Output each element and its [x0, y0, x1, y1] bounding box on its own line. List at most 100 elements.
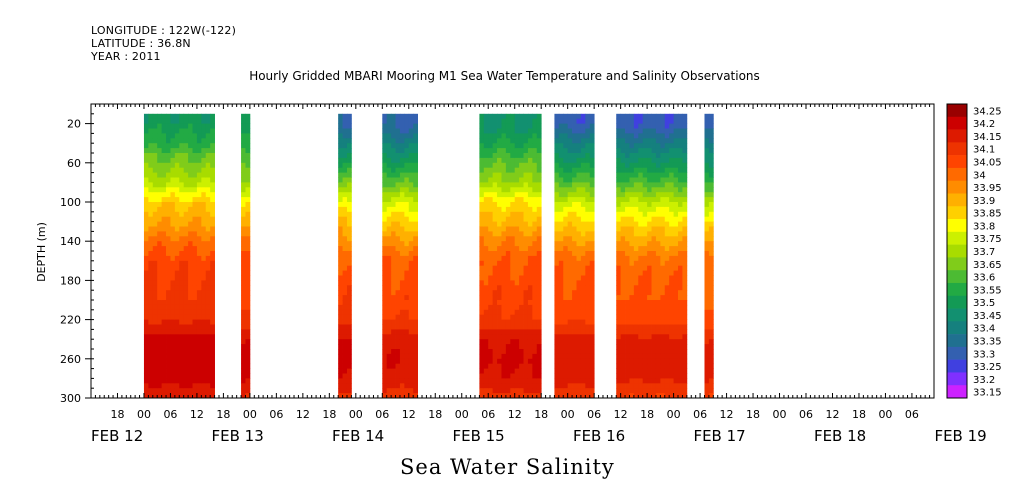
heatmap-cell: [342, 314, 348, 320]
heatmap-cell: [647, 393, 652, 399]
heatmap-cell: [536, 373, 542, 379]
heatmap-cell: [399, 329, 405, 335]
heatmap-cell: [655, 202, 661, 208]
heatmap-cell: [669, 162, 674, 169]
heatmap-cell: [479, 260, 485, 267]
heatmap-cell: [708, 363, 714, 369]
heatmap-cell: [554, 373, 560, 379]
heatmap-cell: [161, 143, 167, 149]
heatmap-cell: [629, 192, 635, 198]
heatmap-cell: [563, 202, 569, 208]
heatmap-cell: [567, 236, 573, 242]
heatmap-cell: [655, 304, 661, 311]
heatmap-cell: [669, 197, 674, 203]
heatmap-cell: [625, 133, 630, 139]
heatmap-cell: [479, 157, 485, 164]
heatmap-cell: [148, 182, 154, 188]
heatmap-cell: [532, 368, 538, 374]
heatmap-cell: [192, 344, 198, 350]
heatmap-cell: [625, 329, 630, 335]
heatmap-cell: [669, 221, 674, 227]
x-hour-label: 12: [190, 408, 204, 421]
heatmap-cell: [492, 226, 498, 232]
heatmap-cell: [563, 329, 569, 335]
heatmap-cell: [616, 300, 622, 306]
heatmap-cell: [346, 309, 352, 316]
heatmap-cell: [638, 246, 644, 252]
heatmap-cell: [174, 314, 180, 320]
heatmap-cell: [201, 358, 207, 365]
heatmap-cell: [620, 393, 626, 399]
heatmap-cell: [143, 304, 149, 311]
heatmap-cell: [192, 373, 198, 379]
heatmap-cell: [572, 202, 577, 208]
heatmap-cell: [638, 167, 644, 173]
heatmap-cell: [664, 231, 670, 237]
heatmap-cell: [399, 344, 405, 350]
heatmap-cell: [497, 319, 502, 325]
heatmap-cell: [205, 123, 211, 129]
heatmap-cell: [143, 123, 149, 129]
heatmap-cell: [514, 202, 520, 208]
heatmap-cell: [629, 255, 635, 262]
heatmap-cell: [196, 153, 202, 159]
heatmap-cell: [413, 202, 418, 208]
heatmap-cell: [554, 241, 560, 247]
heatmap-cell: [338, 275, 343, 281]
heatmap-cell: [633, 383, 639, 389]
heatmap-cell: [404, 148, 410, 154]
heatmap-cell: [576, 211, 582, 218]
heatmap-cell: [505, 265, 511, 271]
heatmap-cell: [210, 344, 215, 350]
heatmap-cell: [408, 226, 414, 232]
heatmap-cell: [519, 197, 524, 203]
heatmap-cell: [152, 373, 158, 379]
heatmap-cell: [382, 363, 388, 369]
heatmap-cell: [678, 197, 683, 203]
heatmap-cell: [638, 157, 644, 164]
heatmap-cell: [210, 349, 215, 355]
heatmap-cell: [152, 236, 158, 242]
heatmap-cell: [210, 148, 215, 154]
heatmap-cell: [382, 270, 388, 276]
heatmap-cell: [161, 197, 167, 203]
heatmap-cell: [536, 138, 542, 144]
heatmap-cell: [523, 157, 529, 164]
heatmap-cell: [510, 172, 516, 178]
heatmap-cell: [161, 148, 167, 154]
heatmap-cell: [563, 231, 569, 237]
heatmap-cell: [664, 378, 670, 384]
heatmap-cell: [391, 255, 396, 262]
heatmap-cell: [519, 231, 524, 237]
heatmap-cell: [210, 260, 215, 267]
heatmap-cell: [170, 167, 176, 173]
heatmap-cell: [483, 251, 489, 257]
legend-label: 34.25: [973, 106, 1002, 117]
heatmap-cell: [179, 368, 185, 374]
heatmap-cell: [708, 280, 714, 286]
heatmap-cell: [143, 339, 149, 345]
heatmap-cell: [166, 329, 171, 335]
heatmap-cell: [148, 275, 154, 281]
heatmap-cell: [386, 349, 392, 355]
heatmap-cell: [205, 246, 211, 252]
heatmap-cell: [523, 148, 529, 154]
heatmap-cell: [241, 197, 246, 203]
heatmap-cell: [179, 182, 185, 188]
heatmap-cell: [682, 255, 688, 262]
heatmap-cell: [188, 118, 193, 124]
heatmap-cell: [395, 221, 401, 227]
heatmap-cell: [651, 246, 657, 252]
heatmap-cell: [585, 265, 591, 271]
heatmap-cell: [554, 148, 560, 154]
heatmap-cell: [647, 177, 652, 183]
heatmap-cell: [166, 182, 171, 188]
x-hour-label: 12: [508, 408, 522, 421]
heatmap-cell: [572, 334, 577, 340]
heatmap-cell: [510, 216, 516, 222]
heatmap-cell: [170, 300, 176, 306]
heatmap-cell: [669, 231, 674, 237]
heatmap-cell: [342, 133, 348, 139]
heatmap-cell: [413, 314, 418, 320]
heatmap-cell: [391, 197, 396, 203]
